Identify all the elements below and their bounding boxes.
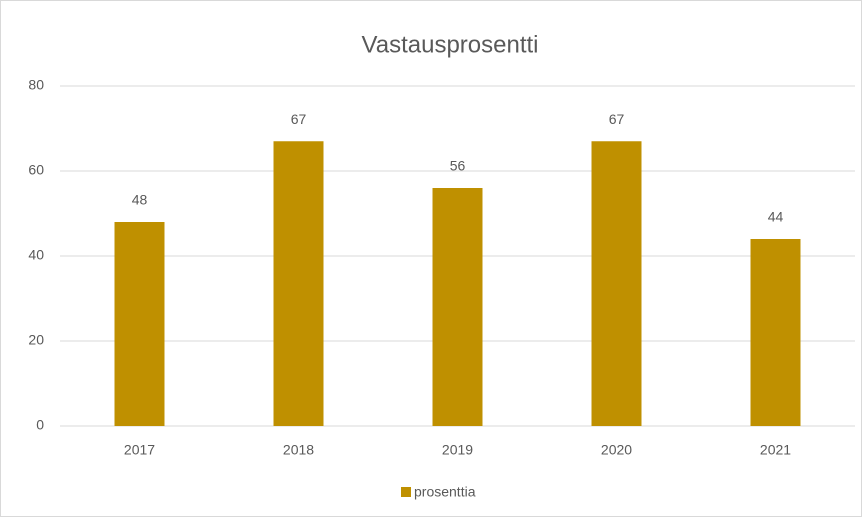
x-tick-label: 2019 <box>442 442 473 458</box>
data-label: 44 <box>768 209 784 225</box>
y-tick-label: 80 <box>28 77 44 93</box>
y-tick-label: 0 <box>36 417 44 433</box>
bar <box>273 141 324 426</box>
x-tick-label: 2017 <box>124 442 155 458</box>
y-tick-label: 40 <box>28 247 44 263</box>
bar <box>432 188 483 426</box>
x-tick-label: 2018 <box>283 442 314 458</box>
data-label: 48 <box>132 192 148 208</box>
legend-label: prosenttia <box>414 484 476 500</box>
data-label: 67 <box>609 111 625 127</box>
bar <box>750 239 801 426</box>
data-label: 56 <box>450 158 466 174</box>
legend-swatch <box>401 487 411 497</box>
data-label: 67 <box>291 111 307 127</box>
y-tick-label: 60 <box>28 162 44 178</box>
chart-title: Vastausprosentti <box>362 31 539 58</box>
bar <box>114 222 165 426</box>
y-tick-label: 20 <box>28 332 44 348</box>
bar <box>591 141 642 426</box>
x-tick-label: 2020 <box>601 442 632 458</box>
x-tick-label: 2021 <box>760 442 791 458</box>
